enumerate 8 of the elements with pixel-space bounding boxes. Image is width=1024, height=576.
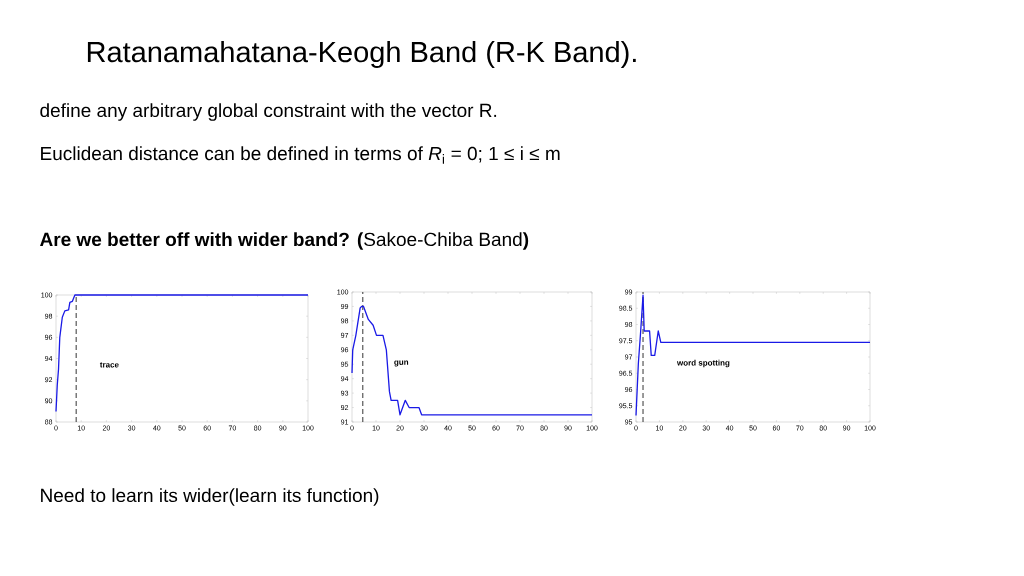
annotation: word spotting xyxy=(676,359,730,368)
annotation: gun xyxy=(394,360,409,367)
chart-title: Ratanamahatana-Keogh Band (R-K Band). xyxy=(87,40,636,69)
text: Need to learn its wider(learn its function) xyxy=(41,488,379,506)
text: Are we better off with wider band? (Sakoe-Chiba Band) xyxy=(40,232,529,250)
text: Euclidean distance can be defined in terms of R$_{i}$ = 0; 1 ≤ i ≤ m xyxy=(41,146,560,164)
text: define any arbitrary global constraint with the vector R. xyxy=(40,103,497,121)
annotation: trace xyxy=(99,362,119,368)
